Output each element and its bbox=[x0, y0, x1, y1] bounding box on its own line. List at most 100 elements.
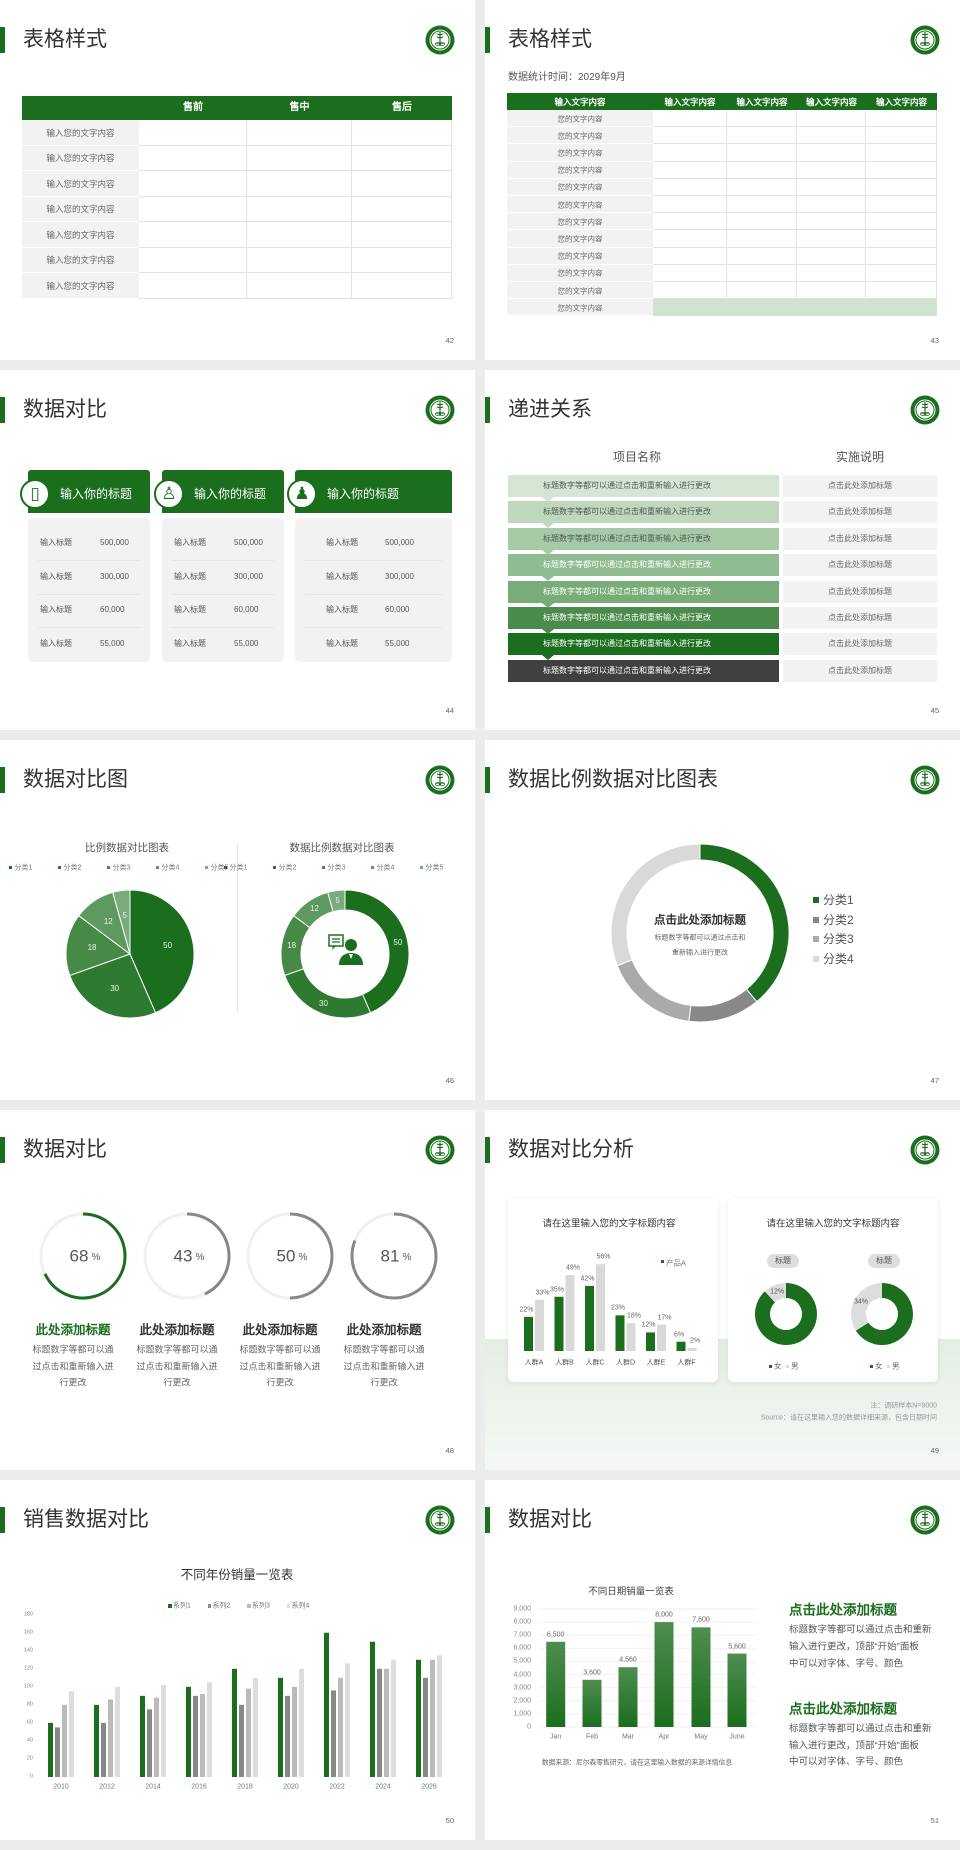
bar-2020-系列3 bbox=[292, 1686, 297, 1777]
bar-June bbox=[727, 1653, 747, 1727]
table-cell bbox=[139, 196, 247, 222]
legend-label: 分类2 bbox=[823, 912, 854, 927]
step-arrow bbox=[542, 497, 554, 502]
x-tick-label: Apr bbox=[658, 1733, 670, 1741]
step-note-cell bbox=[783, 554, 937, 577]
table-header-cell: 输入文字内容 bbox=[554, 96, 606, 107]
progress-arc bbox=[350, 1212, 438, 1300]
table-cell bbox=[653, 110, 727, 128]
bar-2014-系列4 bbox=[161, 1685, 166, 1777]
table-cell bbox=[866, 127, 937, 145]
bar-May bbox=[691, 1627, 711, 1727]
step-arrow bbox=[542, 629, 554, 634]
table-header bbox=[507, 93, 937, 110]
legend-swatch bbox=[813, 936, 819, 942]
logo-emblem-icon bbox=[910, 1505, 940, 1535]
title-accent-bar bbox=[0, 27, 5, 53]
table-cell bbox=[727, 161, 797, 179]
bar-人群E-1 bbox=[646, 1332, 655, 1351]
item-title: 此处添加标题 bbox=[346, 1322, 422, 1337]
y-tick-label: 0 bbox=[29, 1773, 33, 1780]
bar-value-label: 4,560 bbox=[619, 1656, 637, 1664]
table-row-header-cell bbox=[507, 110, 653, 128]
bar-2026-系列4 bbox=[437, 1655, 442, 1777]
legend-swatch bbox=[286, 1604, 290, 1608]
row-divider bbox=[38, 560, 140, 561]
step-arrow bbox=[542, 602, 554, 608]
table-cell bbox=[352, 196, 452, 222]
bar-2014-系列1 bbox=[140, 1695, 145, 1777]
item-desc-line: 过点击和重新输入进 bbox=[343, 1361, 425, 1371]
table-row-header-cell bbox=[507, 161, 653, 179]
card-header bbox=[295, 470, 452, 513]
chart-layer bbox=[610, 843, 790, 1023]
y-tick-label: 9,000 bbox=[513, 1605, 531, 1613]
logo-emblem-icon bbox=[425, 395, 455, 425]
x-tick-label: 2012 bbox=[99, 1783, 115, 1791]
bar-chart-card bbox=[508, 1198, 718, 1382]
table-row-header-cell bbox=[507, 282, 653, 300]
pie-slice-分类2 bbox=[69, 953, 157, 1019]
slice-label: 12 bbox=[103, 917, 113, 927]
legend-label: 男 bbox=[892, 1361, 900, 1371]
step-text: 标题数字等都可以通过点击和重新输入进行更改 bbox=[543, 665, 711, 675]
text-block-line: 标题数字等都可以通过点击和重新 bbox=[789, 1624, 932, 1636]
step-arrow bbox=[542, 655, 554, 661]
title-accent-bar bbox=[0, 767, 5, 793]
bar-value-label: 3,600 bbox=[583, 1669, 601, 1677]
table-cell bbox=[727, 213, 797, 231]
table-cell bbox=[866, 247, 937, 265]
step-note-cell bbox=[783, 580, 937, 603]
legend-label: 分类4 bbox=[161, 864, 180, 872]
slide-title: 数据比例数据对比图表 bbox=[508, 768, 718, 791]
table-cell bbox=[247, 120, 352, 146]
legend-swatch bbox=[106, 866, 110, 869]
bar-value-label: 6% bbox=[673, 1331, 685, 1339]
page-number: 44 bbox=[445, 706, 454, 715]
table-cell bbox=[727, 127, 797, 145]
legend-swatch bbox=[247, 1604, 251, 1608]
table-cell bbox=[247, 222, 352, 248]
bar-人群C-2 bbox=[596, 1264, 605, 1351]
slice-label: 50 bbox=[393, 938, 403, 947]
legend-swatch bbox=[57, 866, 61, 869]
table-cell bbox=[797, 196, 866, 214]
table-cell bbox=[653, 247, 727, 265]
pie-slice-分类4 bbox=[610, 843, 701, 967]
slide-title: 销售数据对比 bbox=[23, 1508, 149, 1531]
text-block-line: 中可以对字体、字号、颜色 bbox=[789, 1756, 904, 1768]
page-number: 47 bbox=[930, 1076, 939, 1085]
bar-人群F-2 bbox=[687, 1347, 697, 1351]
slice-label: 30 bbox=[110, 984, 120, 994]
card-row-value: 300,000 bbox=[100, 572, 129, 581]
progress-arc bbox=[289, 1212, 334, 1300]
bar-2022-系列3 bbox=[338, 1677, 343, 1777]
slide-43: 表格样式 数据统计时间：2029年9月 43 输入文字内容 输入文字内容 输入文字内… bbox=[485, 0, 960, 360]
legend-label: 产品A bbox=[666, 1258, 687, 1268]
table-cell bbox=[797, 230, 866, 248]
legend-swatch bbox=[155, 866, 159, 869]
slice-label: 18 bbox=[87, 943, 97, 953]
table-row-header-cell bbox=[507, 230, 653, 248]
progress-value: 68 bbox=[69, 1246, 89, 1266]
pie-slice-分类3 bbox=[616, 959, 692, 1022]
bar-2012-系列3 bbox=[108, 1699, 113, 1777]
bar-value-label: 35% bbox=[549, 1286, 565, 1294]
progress-value: 50 bbox=[276, 1246, 296, 1266]
legend-swatch bbox=[370, 866, 374, 869]
step-bar bbox=[508, 554, 779, 577]
table-row-label: 输入您的文字内容 bbox=[46, 204, 115, 214]
step-bar bbox=[508, 607, 779, 629]
bar-value-label: 2% bbox=[689, 1337, 701, 1345]
table-header-cell: 输入文字内容 bbox=[664, 96, 716, 107]
table-cell bbox=[727, 144, 797, 162]
title-accent-bar bbox=[485, 397, 490, 423]
step-text: 标题数字等都可以通过点击和重新输入进行更改 bbox=[543, 613, 711, 622]
donut-title-pill bbox=[767, 1254, 799, 1268]
card-row-label: 输入标题 bbox=[326, 639, 358, 648]
table-cell bbox=[139, 120, 247, 146]
step-bar bbox=[508, 501, 779, 524]
table-cell bbox=[247, 145, 352, 171]
table-row-label: 您的文字内容 bbox=[557, 234, 603, 244]
item-desc-line: 行更改 bbox=[266, 1377, 294, 1388]
